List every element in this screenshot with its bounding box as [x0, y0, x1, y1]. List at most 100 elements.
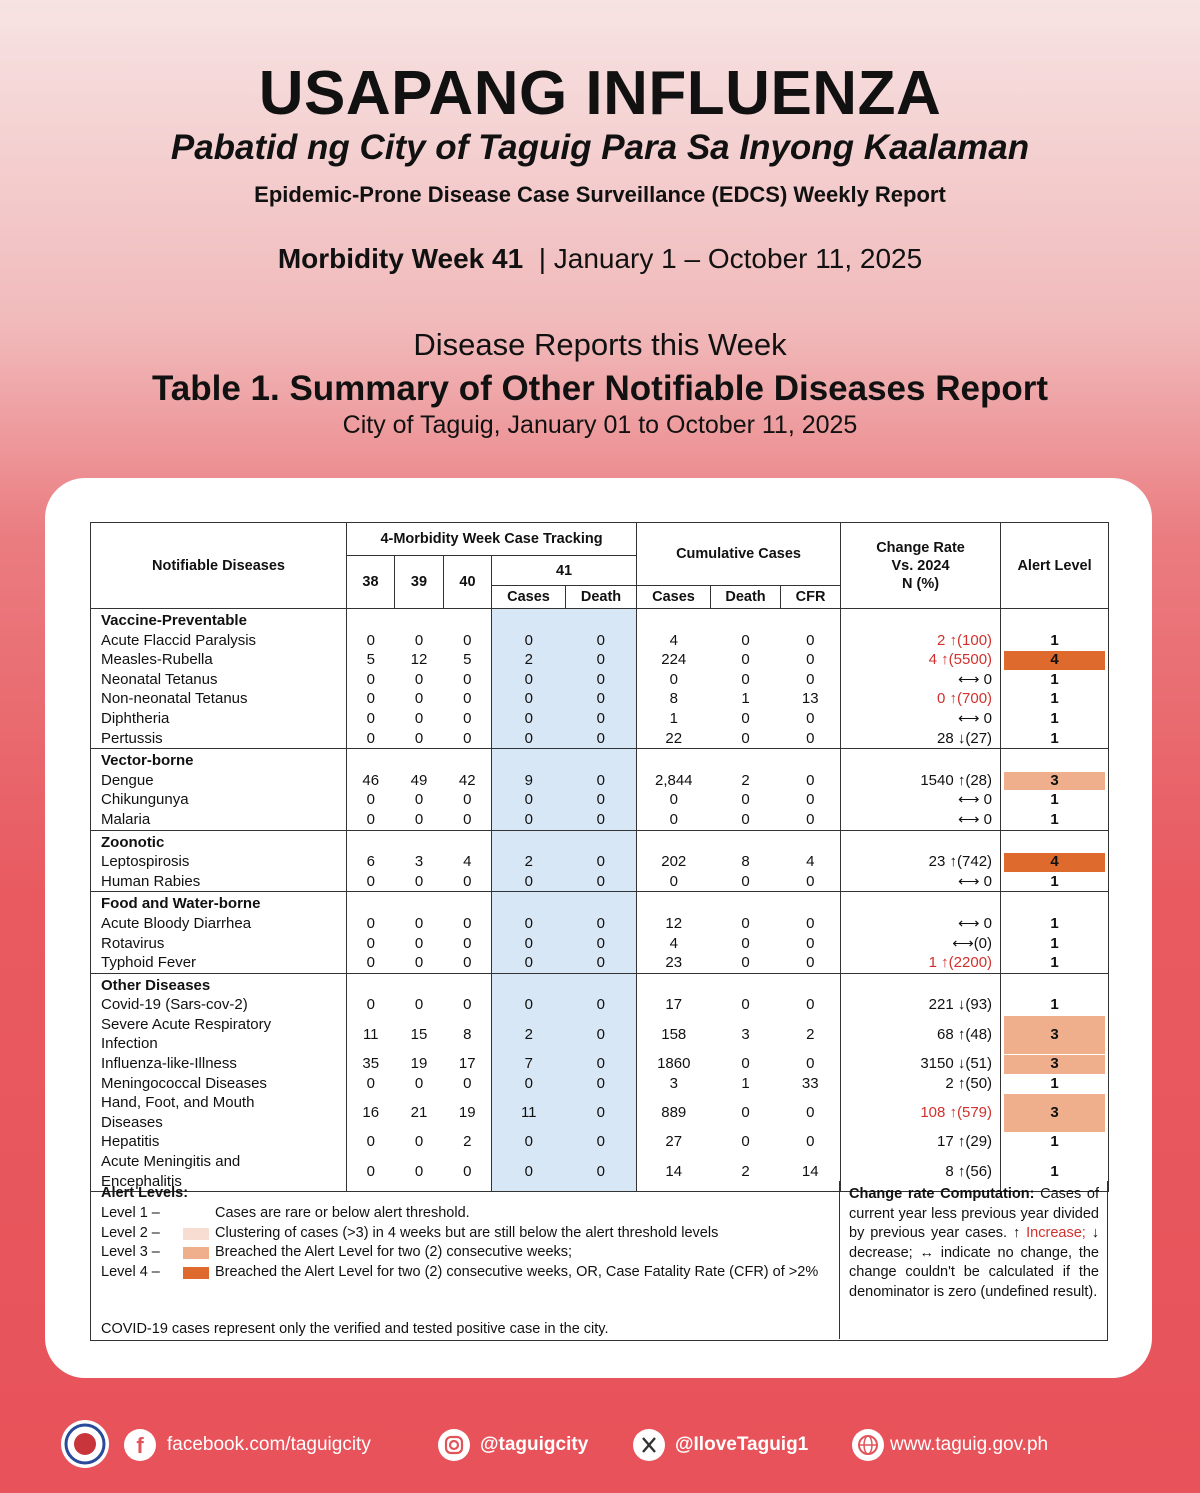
count-cell: 21 — [410, 1104, 428, 1122]
section: Disease Reports this Week — [413, 327, 787, 362]
disease-cell: Typhoid Fever — [90, 953, 347, 974]
alert-level: 4 — [1000, 852, 1109, 872]
legend-text: Breached the Alert Level for two (2) con… — [215, 1263, 819, 1280]
empty-cell — [565, 830, 638, 853]
count-cell: 0 — [491, 669, 566, 690]
header-cell: Cases — [491, 585, 566, 609]
count-cell: 33 — [780, 1073, 842, 1094]
count-cell: 3 — [669, 1074, 678, 1092]
website-link[interactable]: www.taguig.gov.ph — [890, 1434, 1049, 1455]
count-cell: 0 — [565, 852, 638, 872]
change-rate: 8 ↑(56) — [840, 1152, 1002, 1192]
count-cell: 0 — [443, 689, 492, 709]
group-name: Other Diseases — [90, 973, 347, 996]
svg-text:f: f — [136, 1433, 144, 1458]
count-cell: 2 — [491, 650, 566, 670]
empty-cell — [347, 830, 395, 852]
empty-cell — [711, 973, 781, 995]
count-cell: 0 — [565, 871, 638, 892]
count-cell: 0 — [366, 1133, 375, 1151]
count-cell: 5 — [443, 650, 492, 670]
count-cell: 2 — [443, 1132, 492, 1153]
header-cell: Death — [564, 585, 638, 609]
disease-name: Influenza-like-Illness — [101, 1055, 237, 1073]
change-rate: ⟷ 0 — [840, 669, 1002, 690]
change-rate: 23 ↑(742) — [840, 852, 1002, 872]
empty-cell — [347, 892, 395, 914]
disease-name: Covid-19 (Sars-cov-2) — [101, 996, 248, 1014]
count-cell: 0 — [414, 934, 424, 952]
instagram-link[interactable]: @taguigcity — [480, 1434, 589, 1455]
count-cell: 0 — [669, 670, 678, 688]
empty-cell — [711, 749, 781, 771]
disease-name: Acute Bloody Diarrhea — [101, 914, 252, 932]
header-cell: 4-Morbidity Week Case Tracking — [345, 522, 638, 556]
count-cell: 17 — [665, 996, 683, 1014]
disease-row: Hand, Foot, and Mouth Diseases 16 21 19 11 0 8… — [90, 1093, 1109, 1133]
count-cell: 3 — [741, 1025, 750, 1043]
count-cell: 0 — [443, 728, 492, 749]
alert-level: 1 — [1050, 934, 1059, 952]
legend-level: Level 3 – — [101, 1244, 160, 1261]
count-cell: 0 — [565, 669, 638, 690]
empty-cell — [443, 891, 492, 914]
count-cell: 0 — [565, 630, 638, 651]
alert-level: 1 — [1050, 1133, 1059, 1151]
count-cell: 6 — [366, 853, 375, 871]
legend-title: Alert Levels: — [101, 1185, 189, 1201]
count-cell: 889 — [661, 1104, 687, 1122]
change-rate: 28 ↓(27) — [840, 728, 1002, 749]
count-cell: 13 — [780, 689, 842, 709]
title: USAPANG INFLUENZA — [258, 59, 942, 128]
legend: Alert Levels: Level 1 – Cases are rare or… — [91, 1181, 840, 1339]
empty-cell — [565, 973, 638, 996]
computation-text: ↓ decrease; ↔ indicate no change, the ch… — [849, 1225, 1099, 1300]
group: Other Diseases Covid-19 (Sars-cov-2) 0 0 0 0 0… — [90, 973, 1109, 1192]
facebook-link[interactable]: facebook.com/taguigcity — [167, 1434, 371, 1455]
legend-level: Level 4 – — [101, 1263, 160, 1280]
count-cell: 0 — [741, 872, 750, 890]
count-cell: 19 — [443, 1093, 492, 1133]
alert-level: 1 — [1050, 709, 1059, 727]
alert-level: 1 — [1050, 954, 1059, 972]
web-icon — [852, 1429, 884, 1461]
empty-cell — [840, 973, 1002, 996]
count-cell: 0 — [565, 995, 638, 1015]
footer: f facebook.com/taguigcity @taguigcity @I… — [0, 1415, 1200, 1475]
disease-name: Chikungunya — [101, 791, 189, 809]
count-cell: 2,844 — [654, 771, 693, 789]
empty-cell — [395, 892, 444, 914]
empty-cell — [491, 973, 566, 996]
instagram-icon — [438, 1429, 470, 1461]
disease-cell: Rotavirus — [90, 933, 347, 954]
header-line: N (%) — [902, 575, 940, 592]
disease-name: Diphtheria — [101, 709, 170, 727]
change-rate: 68 ↑(48) — [840, 1014, 1002, 1055]
count-cell: 0 — [414, 954, 424, 972]
disease-row: Dengue 46 49 42 9 0 2,844 2 0 1540 ↑(28) 3 — [90, 770, 1109, 791]
disease-row: Acute Flaccid Paralysis 0 0 0 0 0 4 0 0 2 ↑(100) 1 — [90, 630, 1109, 651]
change-rate: 1 ↑(2200) — [840, 953, 1002, 974]
table-title: Table 1. Summary of Other Notifiable Dis… — [152, 369, 1048, 408]
count-cell: 0 — [780, 708, 842, 729]
count-cell: 0 — [780, 1093, 842, 1133]
count-cell: 2 — [491, 1014, 566, 1055]
count-cell: 0 — [366, 709, 375, 727]
count-cell: 14 — [665, 1162, 683, 1180]
empty-cell — [1001, 830, 1109, 852]
count-cell: 0 — [565, 1093, 638, 1133]
disease-row: Rotavirus 0 0 0 0 0 4 0 0 ⟷(0) 1 — [90, 933, 1109, 954]
subtitle: Pabatid ng City of Taguig Para Sa Inyong… — [170, 128, 1030, 167]
empty-cell — [565, 891, 638, 914]
x-link[interactable]: @IloveTaguig1 — [675, 1434, 809, 1455]
disease-cell: Neonatal Tetanus — [90, 669, 347, 690]
count-cell: 8 — [669, 690, 678, 708]
disease-row: Severe Acute Respiratory Infection 11 15 8 2… — [90, 1014, 1109, 1055]
disease-cell: Diphtheria — [90, 708, 347, 729]
empty-cell — [1001, 609, 1109, 631]
count-cell: 35 — [362, 1055, 380, 1073]
count-cell: 0 — [366, 1074, 375, 1092]
disease-name: Measles-Rubella — [101, 651, 213, 669]
